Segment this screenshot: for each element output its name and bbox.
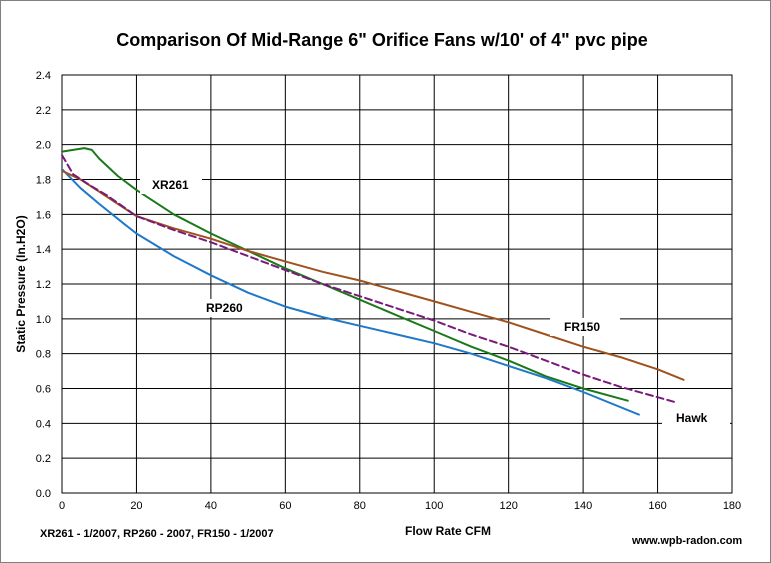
x-tick-label: 100 <box>425 500 443 512</box>
y-tick-label: 1.8 <box>36 175 51 187</box>
series-line-hawk <box>61 154 678 404</box>
series-lines <box>61 147 685 416</box>
y-tick-label: 2.0 <box>36 140 51 152</box>
series-label-fr150: FR150 <box>564 320 600 334</box>
x-tick-label: 0 <box>59 500 65 512</box>
series-label-hawk: Hawk <box>676 411 708 425</box>
series-line-rp260 <box>61 168 640 416</box>
grid <box>62 75 732 493</box>
label-bg-rp260 <box>192 299 260 317</box>
x-tick-label: 140 <box>574 500 592 512</box>
y-tick-label: 1.2 <box>36 279 51 291</box>
x-ticks: 0 20 40 60 80 100 120 140 160 180 <box>59 500 741 512</box>
website-credit: www.wpb-radon.com <box>631 535 742 547</box>
y-tick-label: 0.4 <box>36 418 51 430</box>
y-tick-label: 1.0 <box>36 314 51 326</box>
label-bg-fr150 <box>550 318 620 336</box>
y-tick-label: 1.4 <box>36 244 51 256</box>
y-tick-label: 0.2 <box>36 453 51 465</box>
x-tick-label: 180 <box>723 500 741 512</box>
footer-note: XR261 - 1/2007, RP260 - 2007, FR150 - 1/… <box>40 528 274 540</box>
label-bg-xr261 <box>140 176 202 194</box>
label-bg-hawk <box>662 409 730 427</box>
y-axis-label: Static Pressure (In.H2O) <box>14 215 28 352</box>
y-tick-label: 0.0 <box>36 488 51 500</box>
y-ticks: 0.0 0.2 0.4 0.6 0.8 1.0 1.2 1.4 1.6 1.8 2.0 2.2 2.4 <box>36 70 51 500</box>
series-label-rp260: RP260 <box>206 301 243 315</box>
series-line-xr261 <box>61 147 629 402</box>
x-tick-label: 80 <box>354 500 366 512</box>
x-axis-label: Flow Rate CFM <box>405 524 491 538</box>
y-tick-label: 0.6 <box>36 384 51 396</box>
y-tick-label: 0.8 <box>36 349 51 361</box>
chart-title: Comparison Of Mid-Range 6" Orifice Fans … <box>116 30 647 50</box>
y-tick-label: 1.6 <box>36 209 51 221</box>
x-tick-label: 40 <box>205 500 217 512</box>
series-label-xr261: XR261 <box>152 178 189 192</box>
x-tick-label: 60 <box>279 500 291 512</box>
x-tick-label: 160 <box>648 500 666 512</box>
y-tick-label: 2.4 <box>36 70 51 82</box>
x-tick-label: 120 <box>499 500 517 512</box>
y-tick-label: 2.2 <box>36 105 51 117</box>
x-tick-label: 20 <box>130 500 142 512</box>
